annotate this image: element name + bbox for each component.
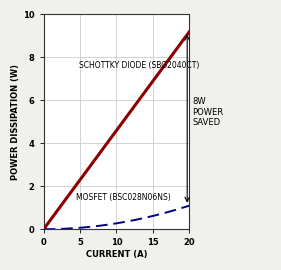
X-axis label: CURRENT (A): CURRENT (A) [86, 250, 147, 259]
Text: MOSFET (BSC028N06NS): MOSFET (BSC028N06NS) [76, 193, 171, 202]
Text: SCHOTTKY DIODE (SBG2040CT): SCHOTTKY DIODE (SBG2040CT) [79, 61, 199, 70]
Y-axis label: POWER DISSIPATION (W): POWER DISSIPATION (W) [11, 64, 20, 180]
Text: 8W
POWER
SAVED: 8W POWER SAVED [192, 97, 223, 127]
